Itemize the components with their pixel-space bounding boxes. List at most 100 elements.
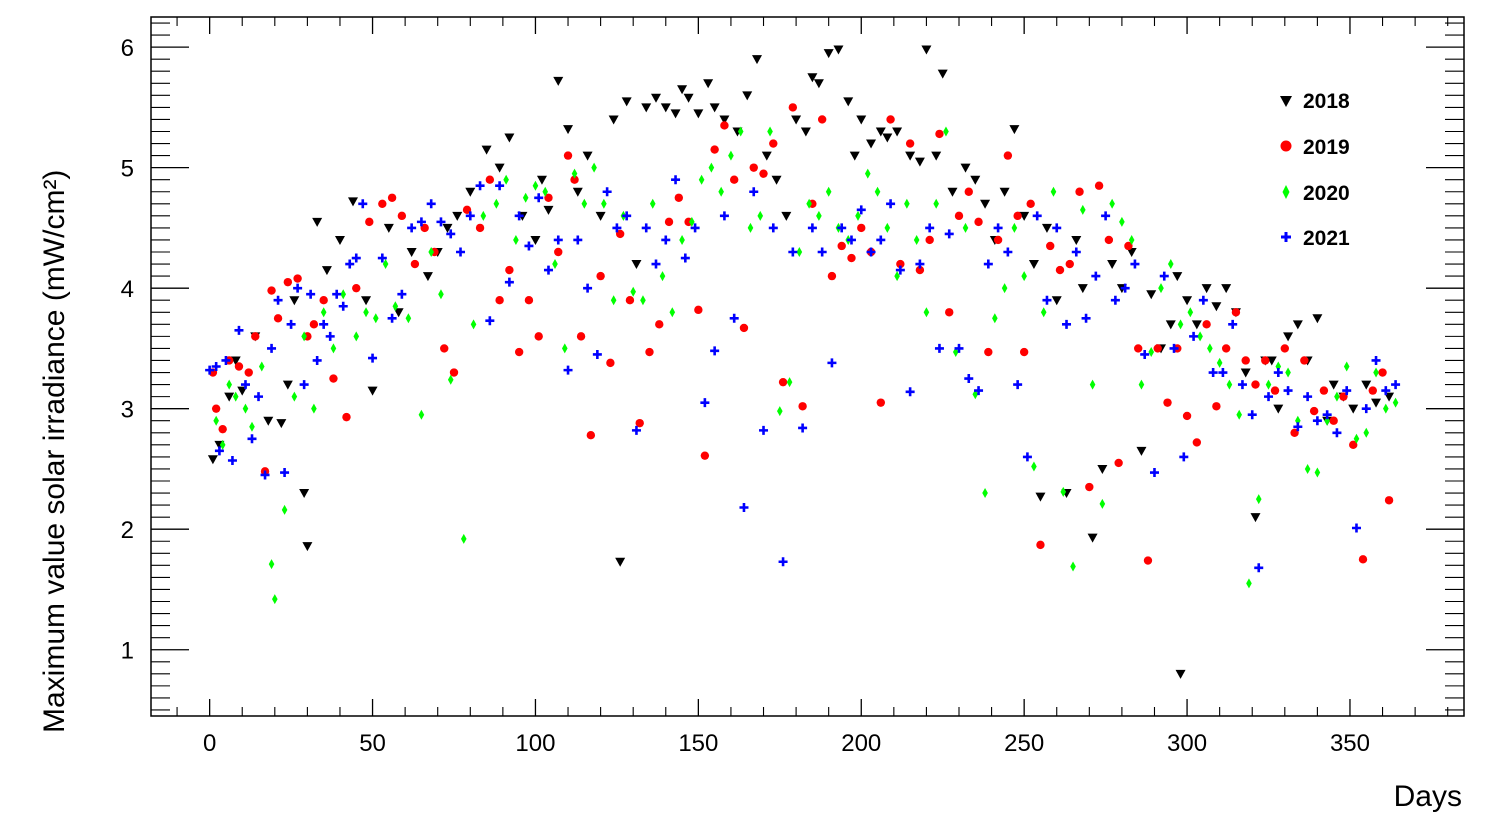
data-point-2019 (625, 296, 635, 305)
data-point-2021 (1237, 380, 1247, 390)
data-point-2020 (1216, 357, 1223, 368)
data-point-2020 (874, 186, 881, 197)
data-point-2018 (422, 272, 433, 282)
data-point-2020 (1021, 271, 1027, 282)
data-point-2018 (709, 103, 720, 113)
x-tick-label: 100 (515, 730, 555, 757)
data-point-2018 (937, 69, 948, 79)
data-point-2021 (983, 259, 993, 269)
data-point-2019 (1065, 259, 1074, 269)
data-point-2021 (1322, 410, 1332, 420)
data-point-2021 (1332, 428, 1342, 438)
data-point-2021 (485, 316, 495, 326)
data-point-2021 (798, 423, 808, 433)
data-point-2021 (387, 313, 397, 323)
data-point-2019 (586, 430, 596, 440)
data-point-2018 (677, 85, 688, 95)
data-point-2020 (438, 289, 444, 300)
data-point-2021 (312, 355, 322, 365)
data-point-2018 (348, 197, 358, 207)
y-tick-label: 4 (121, 276, 134, 303)
data-point-2020 (392, 301, 399, 312)
data-point-2021 (299, 380, 309, 390)
data-point-2018 (921, 45, 932, 55)
y-tick-label: 2 (121, 517, 134, 544)
data-point-2020 (1373, 367, 1379, 378)
data-point-2019 (694, 305, 703, 315)
data-point-2021 (1169, 343, 1179, 353)
data-point-2018 (1035, 492, 1046, 502)
data-point-2019 (798, 402, 807, 411)
data-point-2021 (377, 253, 387, 263)
data-point-2018 (608, 115, 619, 125)
data-point-2020 (767, 126, 773, 137)
data-point-2019 (244, 368, 253, 377)
data-point-2019 (778, 377, 788, 387)
data-point-2021 (1351, 523, 1361, 533)
data-point-2019 (700, 451, 710, 460)
data-point-2018 (406, 248, 417, 258)
data-point-2018 (875, 127, 886, 137)
data-point-2018 (914, 157, 925, 167)
data-point-2018 (1182, 296, 1193, 306)
data-point-2018 (621, 97, 632, 107)
data-point-2020 (226, 379, 232, 390)
data-point-2020 (1001, 283, 1008, 294)
data-point-2020 (1167, 259, 1174, 270)
data-point-2018 (693, 109, 704, 119)
data-point-2018 (1087, 533, 1098, 543)
data-point-2020 (291, 391, 298, 402)
data-point-2018 (771, 175, 782, 185)
data-point-2021 (749, 187, 759, 197)
data-point-2020 (698, 174, 705, 185)
data-point-2020 (493, 198, 500, 209)
data-point-2019 (1046, 241, 1055, 251)
data-point-2018 (1221, 284, 1232, 294)
data-point-2020 (1158, 283, 1164, 294)
data-point-2018 (536, 175, 547, 185)
data-point-2020 (258, 361, 265, 372)
data-point-2020 (1197, 331, 1203, 342)
data-point-2018 (1312, 314, 1323, 324)
data-point-2020 (610, 295, 617, 306)
data-point-2020 (1275, 361, 1282, 372)
data-point-2020 (1363, 427, 1370, 438)
data-point-2021 (700, 398, 710, 408)
data-point-2021 (260, 470, 270, 480)
data-point-2020 (1392, 397, 1399, 408)
data-point-2018 (1283, 332, 1294, 342)
data-point-2021 (1159, 271, 1169, 281)
data-point-2018 (481, 145, 492, 155)
data-point-2020 (904, 198, 910, 209)
data-point-2020 (1050, 186, 1057, 197)
legend-marker-2018 (1280, 96, 1292, 107)
data-point-2020 (591, 162, 597, 173)
data-point-2021 (205, 365, 215, 375)
data-point-2021 (1312, 416, 1322, 426)
data-point-2021 (993, 223, 1003, 233)
data-point-2019 (954, 211, 964, 221)
data-point-2020 (1109, 198, 1115, 209)
data-point-2019 (974, 217, 983, 227)
data-point-2020 (777, 406, 783, 417)
data-point-2018 (1240, 368, 1251, 378)
data-point-2019 (1036, 540, 1045, 550)
data-point-2019 (293, 274, 302, 283)
x-tick-label: 150 (678, 730, 718, 757)
data-point-2019 (1368, 386, 1377, 395)
data-point-2020 (363, 307, 369, 318)
data-point-2018 (1250, 513, 1261, 523)
data-point-2021 (553, 235, 563, 245)
data-point-2019 (645, 347, 654, 357)
data-point-2018 (947, 187, 958, 197)
data-point-2020 (786, 377, 793, 388)
data-point-2019 (514, 347, 524, 357)
data-point-2019 (1349, 440, 1358, 450)
data-point-2019 (1300, 356, 1309, 365)
data-point-2019 (655, 320, 664, 329)
data-point-2019 (570, 175, 579, 184)
data-point-2021 (1013, 380, 1023, 390)
data-point-2019 (397, 211, 407, 221)
data-point-2018 (299, 489, 310, 499)
